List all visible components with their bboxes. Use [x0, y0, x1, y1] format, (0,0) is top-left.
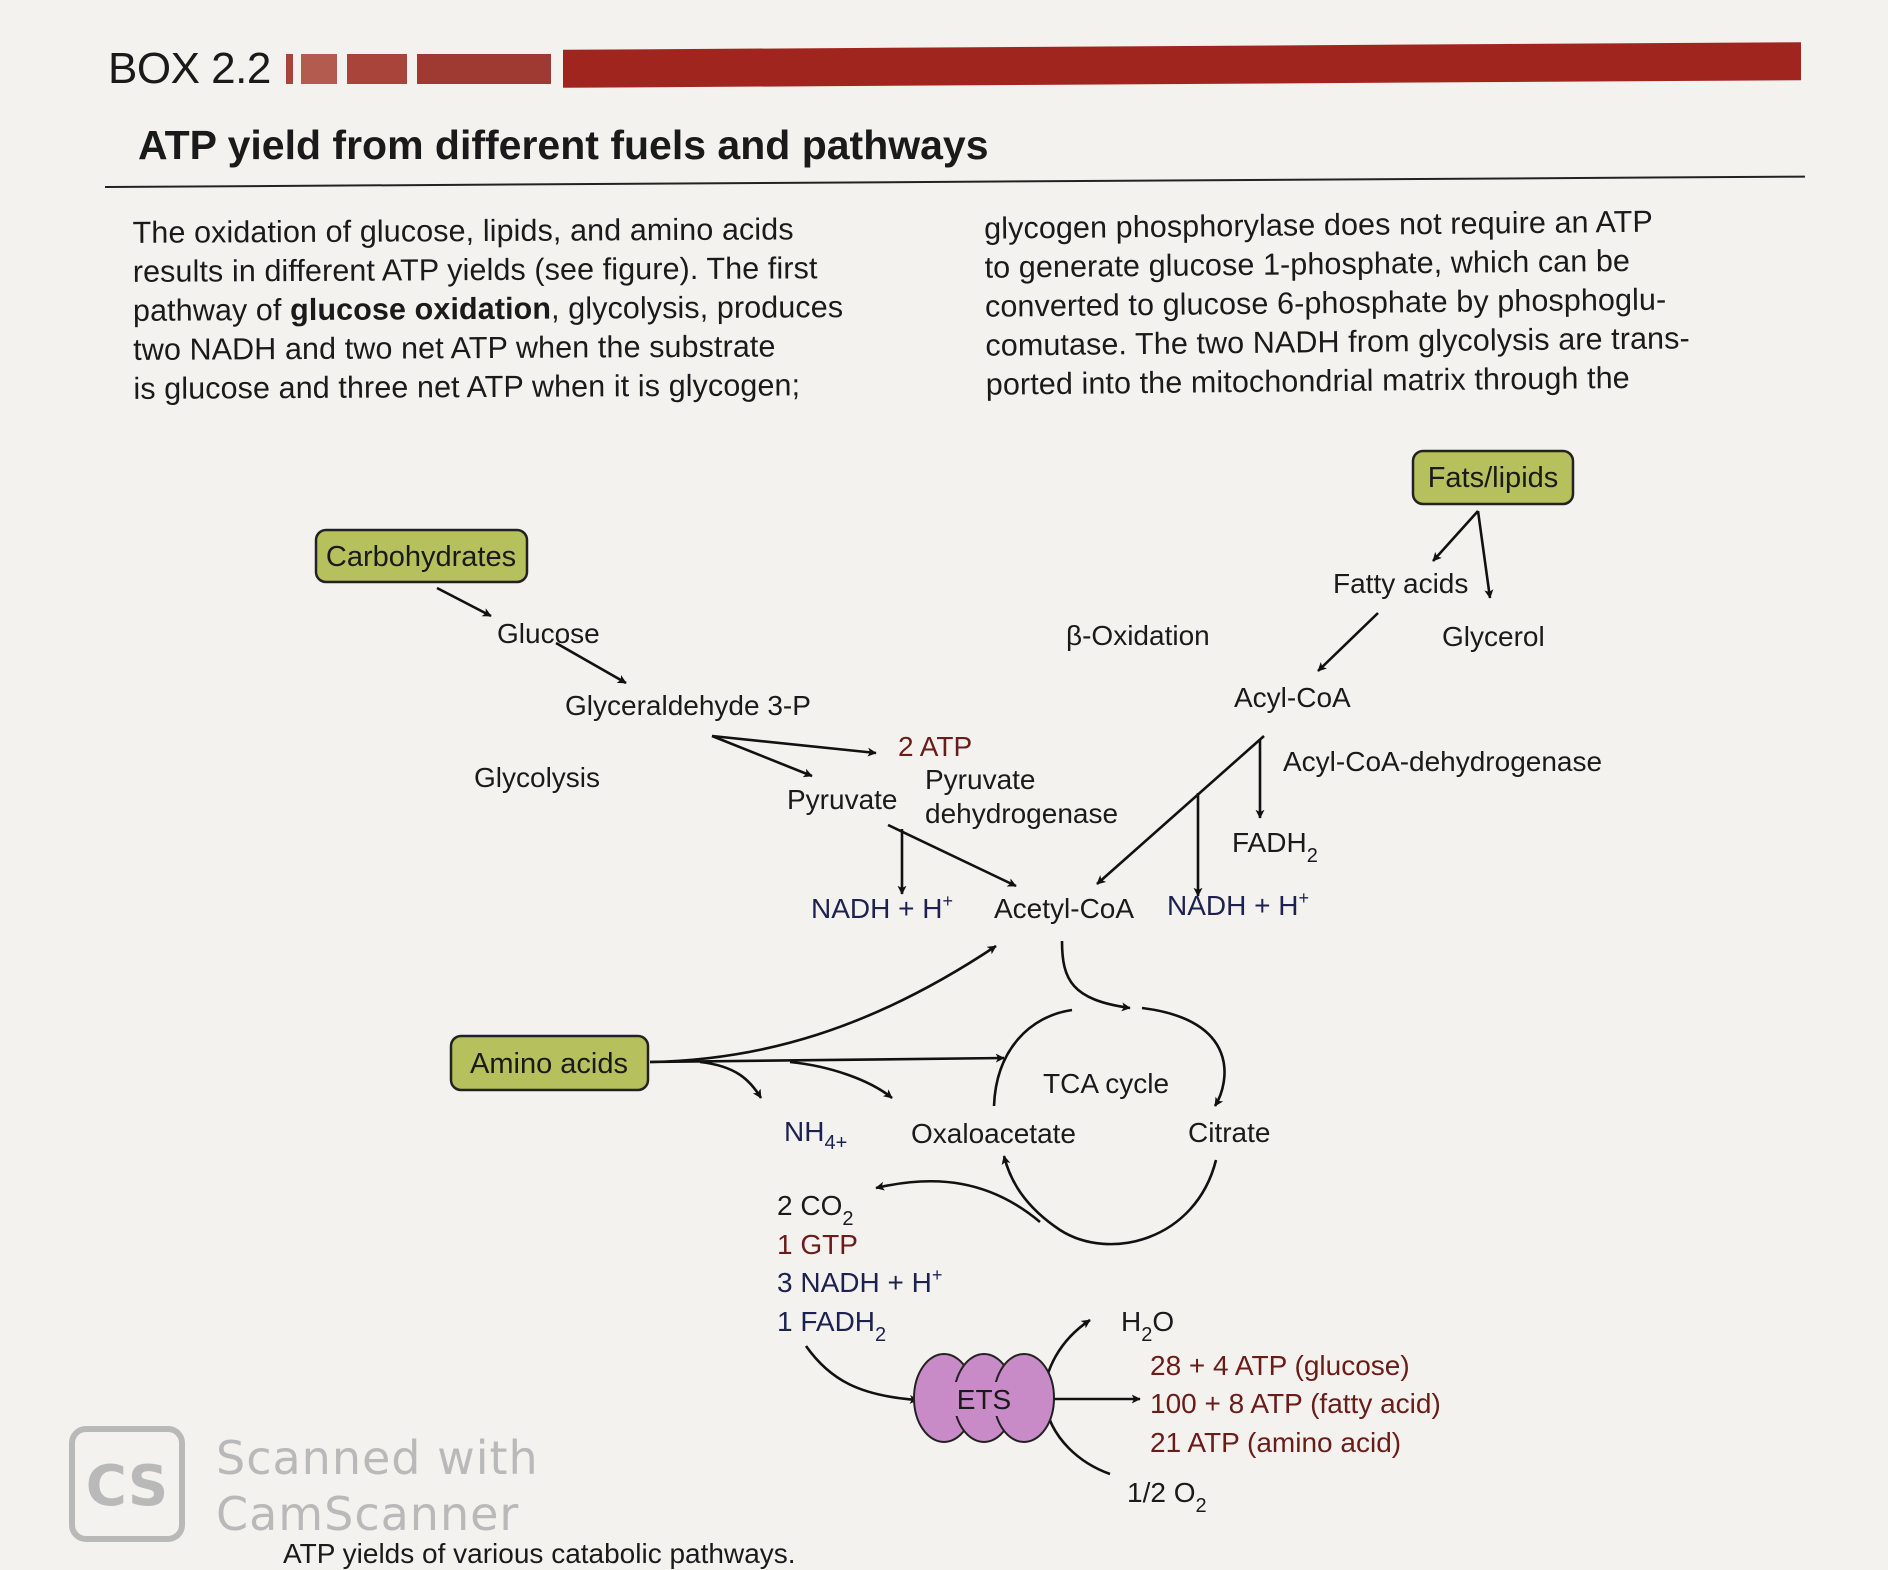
box-title: ATP yield from different fuels and pathw…	[138, 122, 989, 168]
arrow	[1432, 510, 1479, 562]
nadh-right-label: NADH + H+	[1167, 888, 1309, 921]
header-bar-segment	[417, 54, 551, 84]
nadh-left-label: NADH + H+	[811, 891, 953, 924]
arrow	[875, 1179, 1041, 1223]
arrow	[804, 1345, 919, 1404]
citrate-label: Citrate	[1188, 1117, 1270, 1148]
arrow	[711, 734, 813, 778]
yield-glucose-label: 28 + 4 ATP (glucose)	[1150, 1350, 1410, 1381]
header-bar-segment	[286, 54, 293, 84]
acyl-coa-label: Acyl-CoA	[1234, 682, 1351, 713]
fats-lipids-box: Fats/lipids	[1411, 449, 1575, 506]
glucose-label: Glucose	[497, 618, 600, 649]
camscanner-logo: CS	[68, 1425, 186, 1548]
acyl-coa-dehydrogenase-label: Acyl-CoA-dehydrogenase	[1283, 746, 1602, 777]
svg-text:CS: CS	[86, 1454, 168, 1519]
header-bar-segment	[347, 54, 407, 84]
arrow	[789, 1060, 893, 1100]
glycolysis-label: Glycolysis	[474, 762, 600, 793]
nadh-3-label: 3 NADH + H+	[777, 1265, 942, 1298]
arrow	[1476, 510, 1494, 599]
ets-label: ETS	[957, 1384, 1011, 1415]
amino-acids-box: Amino acids	[449, 1034, 650, 1092]
tca-cycle-arc	[1141, 1006, 1226, 1107]
tca-cycle-label: TCA cycle	[1043, 1068, 1169, 1099]
arrow	[1096, 735, 1265, 885]
arrow	[555, 641, 627, 685]
svg-text:Fats/lipids: Fats/lipids	[1428, 462, 1559, 494]
carbohydrates-box: Carbohydrates	[314, 528, 529, 584]
header-bar-segment	[301, 54, 337, 84]
beta-oxidation-label: β-Oxidation	[1066, 620, 1210, 651]
glyceraldehyde-3p-label: Glyceraldehyde 3-P	[565, 690, 811, 721]
svg-text:Carbohydrates: Carbohydrates	[326, 541, 516, 573]
pyruvate-dehydrogenase-label: dehydrogenase	[925, 798, 1118, 829]
svg-text:Amino acids: Amino acids	[470, 1048, 628, 1080]
tca-cycle-arc	[1060, 940, 1131, 1012]
arrow	[887, 823, 1017, 888]
acetyl-coa-label: Acetyl-CoA	[994, 893, 1134, 924]
glycerol-label: Glycerol	[1442, 621, 1545, 652]
oxaloacetate-label: Oxaloacetate	[911, 1118, 1076, 1149]
arrow	[649, 1053, 1005, 1064]
tca-cycle-arc	[1001, 1155, 1218, 1246]
gtp-label: 1 GTP	[777, 1229, 858, 1260]
yield-amino-acid-label: 21 ATP (amino acid)	[1150, 1427, 1401, 1458]
arrow	[711, 734, 877, 757]
co2-label: 2 CO2	[777, 1190, 853, 1230]
figure-caption: ATP yields of various catabolic pathways…	[283, 1538, 796, 1569]
arrow	[436, 586, 492, 618]
box-label: BOX 2.2	[108, 44, 271, 93]
arrow	[1317, 612, 1379, 672]
fadh2-label: FADH2	[1232, 827, 1318, 867]
atp-label: 2 ATP	[898, 731, 972, 762]
tca-cycle-arc	[992, 1008, 1073, 1107]
oxygen-label: 1/2 O2	[1127, 1477, 1207, 1517]
fadh2-1-label: 1 FADH2	[777, 1306, 886, 1346]
arrow	[699, 1060, 763, 1099]
arrow	[649, 944, 997, 1064]
pyruvate-label: Pyruvate	[787, 784, 898, 815]
water-label: H2O	[1121, 1306, 1174, 1346]
nh4-label: NH4+	[784, 1116, 847, 1154]
yield-fatty-acid-label: 100 + 8 ATP (fatty acid)	[1150, 1388, 1441, 1419]
fatty-acids-label: Fatty acids	[1333, 568, 1468, 599]
ets-complex: ETS	[913, 1353, 1055, 1443]
camscanner-watermark-text: Scanned with CamScanner	[216, 1431, 539, 1541]
pyruvate-dehydrogenase-label: Pyruvate	[925, 764, 1036, 795]
